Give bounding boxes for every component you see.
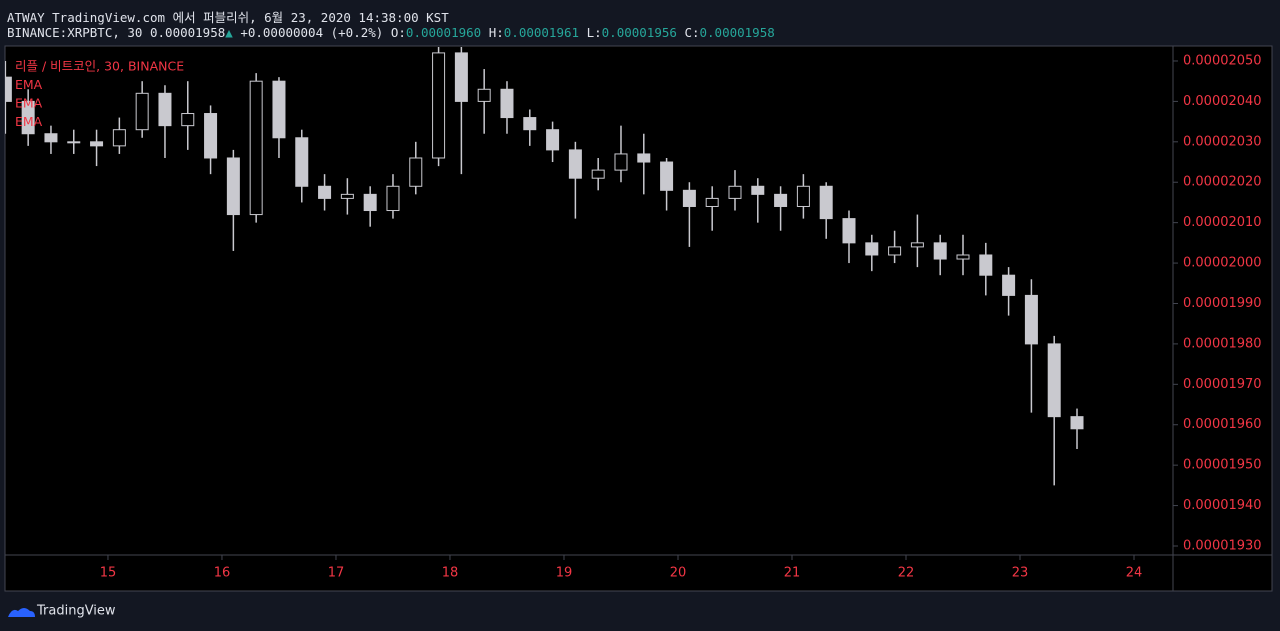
h-label: H: [488, 25, 504, 40]
candle-body [660, 161, 674, 191]
candle-body [1002, 274, 1016, 296]
candle-body [409, 157, 423, 187]
brand: TradingView [36, 604, 116, 619]
y-tick-label: 0.00001980 [1183, 336, 1262, 351]
y-tick-label: 0.00001940 [1183, 498, 1262, 513]
y-tick-label: 0.00002010 [1183, 215, 1262, 230]
change: +0.00000004 (+0.2%) [240, 25, 384, 40]
candle-body [340, 193, 354, 199]
legend-item: EMA [15, 114, 43, 129]
candle-body [363, 193, 377, 212]
y-tick-label: 0.00001930 [1183, 538, 1262, 553]
symbol-line: BINANCE:XRPBTC, 30 0.00001958▲ +0.000000… [7, 25, 775, 40]
candle-body [523, 117, 537, 131]
y-tick-label: 0.00002000 [1183, 256, 1262, 271]
candle-body [67, 141, 81, 144]
candle-body [21, 100, 35, 135]
candle-body [705, 197, 719, 207]
last-price: 0.00001958 [150, 25, 226, 40]
candle-body [44, 133, 58, 143]
candle-body [1047, 343, 1061, 418]
candle-body [637, 153, 651, 163]
l-value: 0.00001956 [601, 25, 677, 40]
candle-body [295, 137, 309, 187]
candle-body [865, 242, 879, 256]
y-tick-label: 0.00001990 [1183, 296, 1262, 311]
candle-body [1070, 416, 1084, 430]
y-tick-label: 0.00002030 [1183, 134, 1262, 149]
candle-body [1024, 294, 1038, 345]
publish-line: ATWAY TradingView.com 에서 퍼블리쉬, 6월 23, 20… [7, 10, 449, 25]
candle-body [226, 157, 240, 216]
y-tick-label: 0.00001950 [1183, 458, 1262, 473]
y-tick-label: 0.00002040 [1183, 94, 1262, 109]
candle-body [135, 92, 149, 131]
o-value: 0.00001960 [405, 25, 482, 40]
y-tick-label: 0.00002050 [1183, 53, 1262, 68]
candle-body [682, 189, 696, 207]
candle-body [591, 169, 605, 179]
candle-body [249, 80, 263, 216]
candle-body [842, 218, 856, 244]
c-label: C: [684, 25, 700, 40]
plot [5, 47, 1084, 486]
x-tick-label: 18 [442, 566, 459, 581]
legend-item: EMA [15, 96, 43, 111]
candle-body [204, 113, 218, 159]
x-tick-label: 22 [898, 566, 915, 581]
x-tick-label: 23 [1012, 566, 1029, 581]
candle-body [796, 185, 810, 207]
candle-body [454, 52, 468, 102]
x-tick-label: 21 [784, 566, 801, 581]
h-value: 0.00001961 [503, 25, 580, 40]
x-tick-label: 19 [556, 566, 573, 581]
candle-body [910, 242, 924, 248]
y-tick-label: 0.00001970 [1183, 377, 1262, 392]
candle-body [933, 242, 947, 260]
legend-item: 리플 / 비트코인, 30, BINANCE [15, 59, 184, 74]
y-tick-label: 0.00002020 [1183, 175, 1262, 190]
candle-body [158, 92, 172, 127]
candle-body [386, 185, 400, 212]
candle-body [546, 129, 560, 151]
candle-body [477, 88, 491, 102]
candle-body [272, 80, 286, 139]
candle-body [318, 185, 332, 199]
legend-item: EMA [15, 77, 43, 92]
arrow: ▲ [225, 25, 233, 40]
candle-body [568, 149, 582, 179]
candle-body [956, 254, 970, 260]
candle-body [112, 129, 126, 147]
symbol: BINANCE:XRPBTC, 30 [7, 25, 143, 40]
x-tick-label: 16 [214, 566, 231, 581]
candle-body [614, 153, 628, 171]
candle-body [432, 52, 446, 159]
candle-body [979, 254, 993, 276]
candle-body [751, 185, 765, 195]
x-tick-label: 24 [1126, 566, 1143, 581]
candle-body [774, 193, 788, 207]
candle-body [500, 88, 514, 119]
x-tick-label: 15 [100, 566, 117, 581]
l-label: L: [586, 25, 602, 40]
chart-frame [4, 45, 1273, 592]
candle-body [181, 113, 195, 127]
y-tick-label: 0.00001960 [1183, 417, 1262, 432]
logo [8, 608, 35, 617]
candle-body [819, 185, 833, 220]
candle-body [728, 185, 742, 199]
candle-body [90, 141, 104, 147]
candle-body [5, 76, 12, 102]
candle-body [888, 246, 902, 256]
x-tick-label: 17 [328, 566, 345, 581]
x-tick-label: 20 [670, 566, 687, 581]
o-label: O: [390, 25, 406, 40]
c-value: 0.00001958 [699, 25, 775, 40]
